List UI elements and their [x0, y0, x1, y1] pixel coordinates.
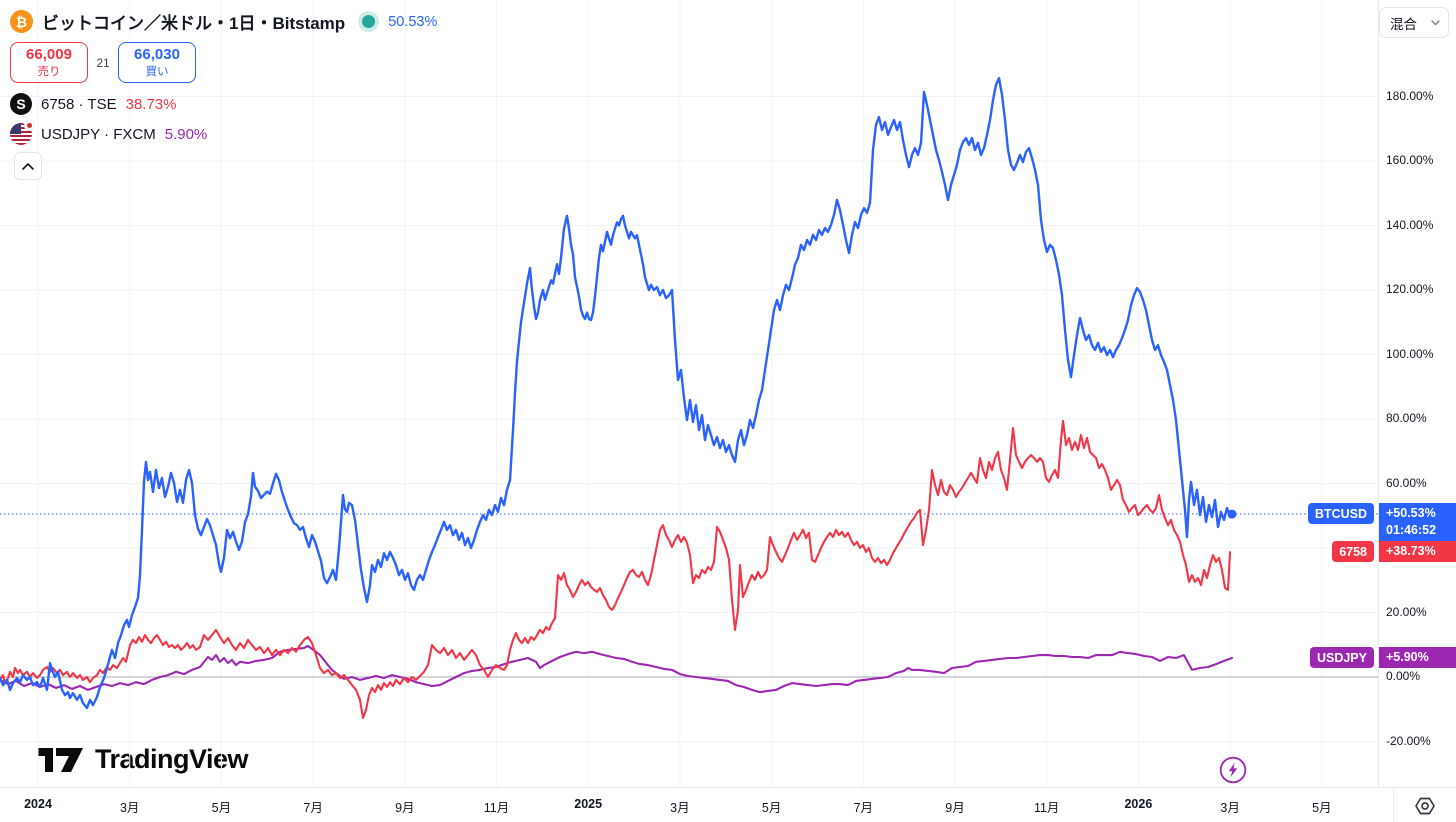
price-tick-label: 0.00% [1386, 669, 1421, 683]
time-tick-label: 7月 [853, 801, 874, 815]
usdjpy-price-badge: +5.90% [1379, 647, 1456, 668]
hexagon-settings-icon [1415, 797, 1435, 814]
time-axis[interactable]: 2024 3月 5月 7月 9月 11月 2025 3月 5月 7月 9月 11月 2026 3月 5月 [0, 787, 1456, 822]
time-tick-label: 3月 [670, 801, 690, 815]
buy-price: 66,030 [134, 45, 180, 63]
sell-price: 66,009 [26, 45, 72, 63]
6758-price-badge: +38.73% [1379, 541, 1456, 563]
trade-buttons-row: 66,009 売り 21 66,030 買い [10, 42, 196, 83]
collapse-legend-button[interactable] [14, 152, 42, 180]
price-tick-label: -20.00% [1386, 733, 1431, 748]
usdjpy-label-badge[interactable]: USDJPY [1309, 647, 1374, 668]
chevron-up-icon [22, 162, 34, 170]
6758-change-value: +38.73% [1386, 544, 1436, 559]
usdjpy-flag-icon [10, 120, 35, 145]
price-tick-label: 100.00% [1386, 346, 1434, 361]
price-tick-label: 140.00% [1386, 217, 1434, 232]
time-tick-label: 11月 [483, 801, 510, 815]
price-chart-canvas[interactable] [0, 0, 1378, 787]
japan-flag-icon [24, 120, 35, 131]
price-tick-label: 60.00% [1386, 475, 1427, 490]
sell-button[interactable]: 66,009 売り [10, 42, 88, 83]
buy-button[interactable]: 66,030 買い [118, 42, 196, 83]
btcusd-label-badge[interactable]: BTCUSD [1307, 503, 1374, 524]
price-tick-label: 120.00% [1386, 282, 1434, 296]
time-tick-label: 5月 [1312, 801, 1332, 815]
time-tick-label: 9月 [945, 801, 965, 815]
compare-change-percent: 5.90% [164, 125, 208, 143]
time-tick-label: 9月 [395, 801, 415, 815]
6758-label-badge[interactable]: 6758 [1332, 541, 1374, 563]
time-tick-label: 2026 [1124, 797, 1153, 811]
market-status-dot-icon [362, 15, 376, 28]
lightning-bolt-icon [1219, 756, 1247, 784]
main-change-percent: 50.53% [388, 13, 438, 30]
btcusd-countdown-timer: 01:46:52 [1386, 523, 1437, 537]
price-tick-label: 20.00% [1386, 604, 1427, 619]
axis-settings-button[interactable] [1393, 788, 1456, 822]
usdjpy-change-value: +5.90% [1386, 650, 1429, 664]
price-tick-label: 160.00% [1386, 153, 1434, 167]
watermark-text: TradingView [95, 744, 249, 774]
tradingview-logo-icon [38, 747, 83, 772]
sony-logo-icon: S [10, 93, 32, 115]
btcusd-change-value: +50.53% [1386, 506, 1436, 520]
btcusd-price-badge: +50.53% 01:46:52 [1379, 503, 1456, 541]
compare-symbol-row-6758[interactable]: S 6758 · TSE 38.73% [10, 93, 176, 115]
price-tick-label: 180.00% [1386, 88, 1434, 103]
time-tick-label: 7月 [303, 801, 323, 815]
compare-change-percent: 38.73% [125, 95, 177, 113]
compare-ticker: 6758 · TSE [41, 95, 117, 113]
time-tick-label: 2025 [574, 797, 603, 811]
boost-button[interactable] [1218, 755, 1248, 785]
main-symbol-row[interactable]: ₿ ビットコイン／米ドル・1日・Bitstamp 50.53% [10, 9, 437, 34]
chevron-down-icon [1431, 19, 1440, 25]
time-tick-label: 3月 [119, 801, 140, 815]
time-tick-label: 5月 [211, 801, 232, 815]
time-tick-label: 11月 [1033, 801, 1060, 815]
time-tick-label: 2024 [24, 797, 52, 811]
symbol-title: ビットコイン／米ドル・1日・Bitstamp [42, 14, 346, 33]
compare-ticker: USDJPY · FXCM [41, 125, 156, 143]
price-tick-label: 80.00% [1386, 411, 1427, 425]
buy-label: 買い [145, 65, 169, 78]
bitcoin-icon: ₿ [10, 10, 33, 33]
scale-mode-dropdown[interactable]: 混合 [1379, 7, 1449, 38]
spread-value: 21 [96, 55, 110, 70]
tradingview-watermark: TradingView [38, 744, 249, 775]
time-tick-label: 5月 [761, 801, 782, 815]
sell-label: 売り [37, 65, 61, 78]
time-tick-label: 3月 [1220, 801, 1240, 815]
compare-symbol-row-usdjpy[interactable]: USDJPY · FXCM 5.90% [10, 120, 208, 145]
scale-mode-label: 混合 [1390, 16, 1417, 32]
price-axis[interactable]: 180.00% 160.00% 140.00% 120.00% 100.00% 80.00… [1378, 0, 1456, 787]
